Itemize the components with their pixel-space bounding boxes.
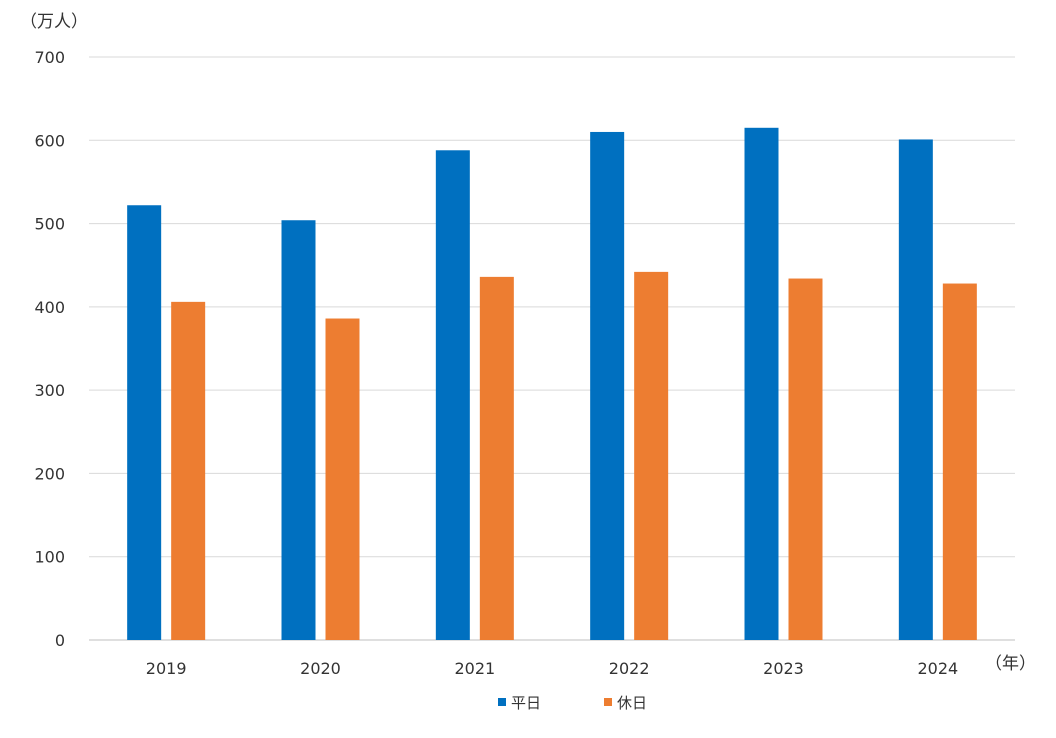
bar-weekday-2019 xyxy=(127,205,162,640)
legend: 平日 休日 xyxy=(498,694,647,712)
y-tick-label: 200 xyxy=(34,464,65,483)
y-tick-label: 100 xyxy=(34,548,65,567)
y-tick-label: 600 xyxy=(34,131,65,150)
x-tick-label: 2019 xyxy=(146,659,187,678)
bar-weekday-2023 xyxy=(744,127,779,641)
x-tick-label: 2024 xyxy=(917,659,958,678)
bar-holiday-2020 xyxy=(325,318,360,640)
y-tick-label: 500 xyxy=(34,215,65,234)
x-axis-unit-label: （年） xyxy=(985,654,1036,674)
x-axis-tick-labels: 2019 2020 2021 2022 2023 2024 xyxy=(146,659,958,678)
y-axis-tick-labels: 0 100 200 300 400 500 600 700 xyxy=(34,48,65,650)
bar-holiday-2021 xyxy=(479,276,514,640)
bar-weekday-2022 xyxy=(590,131,625,640)
legend-label-holiday: 休日 xyxy=(617,694,647,712)
bar-holiday-2023 xyxy=(788,278,823,640)
bars xyxy=(127,127,977,641)
legend-swatch-weekday xyxy=(498,698,506,706)
legend-label-weekday: 平日 xyxy=(511,694,541,712)
bar-holiday-2024 xyxy=(942,283,977,640)
legend-swatch-holiday xyxy=(604,698,612,706)
x-tick-label: 2023 xyxy=(763,659,804,678)
bar-weekday-2021 xyxy=(435,150,470,640)
x-tick-label: 2022 xyxy=(609,659,650,678)
bar-weekday-2020 xyxy=(281,220,316,641)
y-tick-label: 300 xyxy=(34,381,65,400)
y-tick-label: 700 xyxy=(34,48,65,67)
bar-holiday-2022 xyxy=(634,271,669,640)
y-tick-label: 0 xyxy=(55,631,65,650)
y-tick-label: 400 xyxy=(34,298,65,317)
bar-holiday-2019 xyxy=(171,301,206,640)
y-axis-unit-label: （万人） xyxy=(20,12,88,32)
bar-weekday-2024 xyxy=(898,139,933,640)
gridlines xyxy=(89,56,1015,641)
x-tick-label: 2021 xyxy=(454,659,495,678)
x-tick-label: 2020 xyxy=(300,659,341,678)
